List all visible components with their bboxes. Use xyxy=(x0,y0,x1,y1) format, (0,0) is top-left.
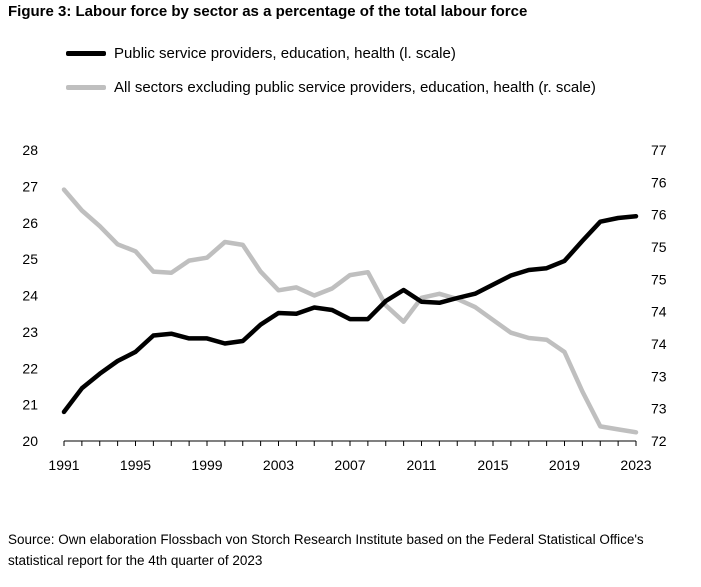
source-note: Source: Own elaboration Flossbach von St… xyxy=(8,532,644,568)
x-axis-tick-label: 2007 xyxy=(334,457,365,473)
x-axis-tick-label: 1991 xyxy=(48,457,79,473)
legend-label-right-scale: All sectors excluding public service pro… xyxy=(114,78,596,96)
left-axis-tick-label: 25 xyxy=(22,251,38,267)
x-axis-tick-label: 2015 xyxy=(477,457,508,473)
right-axis-tick-label: 75 xyxy=(651,239,667,255)
legend-swatch-black-line xyxy=(66,50,106,56)
chart-title: Figure 3: Labour force by sector as a pe… xyxy=(8,3,528,20)
legend-swatch-grey-line xyxy=(66,84,106,90)
x-axis-tick-label: 2023 xyxy=(620,457,651,473)
right-axis-tick-label: 77 xyxy=(651,142,667,158)
left-axis-tick-label: 27 xyxy=(22,178,38,194)
left-axis-tick-label: 21 xyxy=(22,397,38,413)
x-axis-tick-label: 1999 xyxy=(191,457,222,473)
x-axis-tick-label: 2019 xyxy=(549,457,580,473)
left-axis-tick-label: 22 xyxy=(22,360,38,376)
legend-label-left-scale: Public service providers, education, hea… xyxy=(114,44,456,62)
right-axis-tick-label: 76 xyxy=(651,207,667,223)
x-axis-tick-label: 2003 xyxy=(263,457,294,473)
series-line-public-service xyxy=(61,213,639,415)
left-axis-tick-label: 23 xyxy=(22,324,38,340)
x-axis-tick-label: 2011 xyxy=(406,457,436,473)
right-axis-tick-label: 76 xyxy=(651,174,667,190)
left-axis-tick-label: 24 xyxy=(22,288,38,304)
series-line-all-sectors-excl xyxy=(61,187,639,435)
left-axis-tick-label: 26 xyxy=(22,215,38,231)
right-axis-tick-labels: 72 73 73 74 74 75 75 76 76 77 xyxy=(651,142,667,449)
right-axis-tick-label: 73 xyxy=(651,368,667,384)
right-axis-tick-label: 72 xyxy=(651,433,667,449)
right-axis-tick-label: 73 xyxy=(651,401,667,417)
x-axis-tick-label: 1995 xyxy=(120,457,151,473)
left-axis-tick-label: 20 xyxy=(22,433,38,449)
right-axis-tick-label: 75 xyxy=(651,271,667,287)
right-axis-tick-label: 74 xyxy=(651,336,667,352)
right-axis-tick-label: 74 xyxy=(651,304,667,320)
legend-item-left-scale: Public service providers, education, hea… xyxy=(66,42,456,64)
left-axis-tick-labels: 20 21 22 23 24 25 26 27 28 xyxy=(22,142,38,449)
left-axis-tick-label: 28 xyxy=(22,142,38,158)
x-axis-ticks: 1991 1995 1999 2003 2007 2011 2015 2019 2023 xyxy=(48,441,652,473)
legend-item-right-scale: All sectors excluding public service pro… xyxy=(66,76,596,98)
